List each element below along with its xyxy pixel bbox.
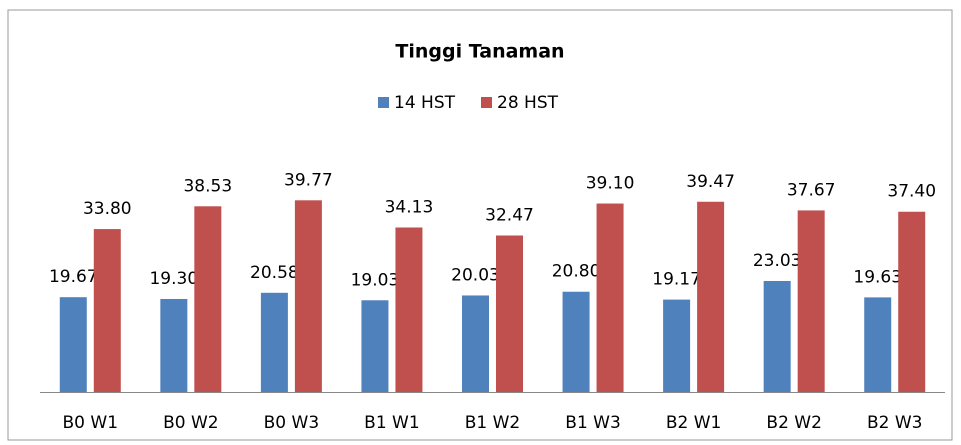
chart-title: Tinggi Tanaman: [395, 41, 564, 63]
data-label: 20.58: [250, 263, 299, 283]
x-tick-label: B0 W3: [264, 413, 320, 433]
data-label: 39.10: [586, 174, 635, 194]
x-tick-label: B2 W1: [666, 413, 722, 433]
data-label: 19.67: [49, 267, 98, 287]
bar: [160, 298, 188, 392]
data-label: 34.13: [385, 197, 434, 217]
x-tick-label: B1 W1: [364, 413, 420, 433]
data-label: 20.03: [451, 265, 500, 285]
data-label: 37.40: [887, 182, 936, 202]
x-tick-label: B1 W3: [565, 413, 621, 433]
bar: [462, 295, 489, 392]
x-tick-label: B2 W2: [766, 413, 822, 433]
bar: [395, 227, 423, 392]
bar: [697, 201, 725, 392]
bar: [260, 292, 288, 392]
bar: [864, 297, 892, 392]
x-tick-label: B2 W3: [867, 413, 923, 433]
bar: [496, 235, 523, 392]
data-label: 33.80: [83, 199, 132, 219]
bar: [93, 229, 121, 392]
data-label: 32.47: [485, 205, 534, 225]
bar: [194, 206, 222, 392]
data-label: 20.80: [552, 262, 601, 282]
data-label: 19.63: [853, 267, 902, 287]
data-label: 39.47: [686, 172, 735, 192]
data-label: 37.67: [787, 180, 836, 200]
x-tick-label: B0 W2: [163, 413, 219, 433]
data-label: 19.17: [652, 270, 701, 290]
data-label: 19.30: [149, 269, 198, 289]
x-tick-label: B0 W1: [63, 413, 119, 433]
bar: [797, 210, 825, 392]
bar: [59, 297, 87, 392]
bar: [663, 299, 691, 392]
legend-label: 14 HST: [394, 93, 456, 113]
legend-swatch: [378, 97, 389, 108]
data-label: 23.03: [753, 251, 802, 271]
legend-swatch: [481, 97, 492, 108]
data-label: 38.53: [183, 176, 232, 196]
legend-label: 28 HST: [497, 93, 559, 113]
data-label: 19.03: [351, 270, 400, 290]
bar: [562, 291, 590, 392]
bar: [596, 203, 624, 392]
bar: [361, 300, 389, 392]
bar: [763, 280, 791, 392]
data-label: 39.77: [284, 170, 333, 190]
bar: [294, 200, 322, 392]
x-tick-label: B1 W2: [465, 413, 521, 433]
bar: [898, 211, 926, 392]
